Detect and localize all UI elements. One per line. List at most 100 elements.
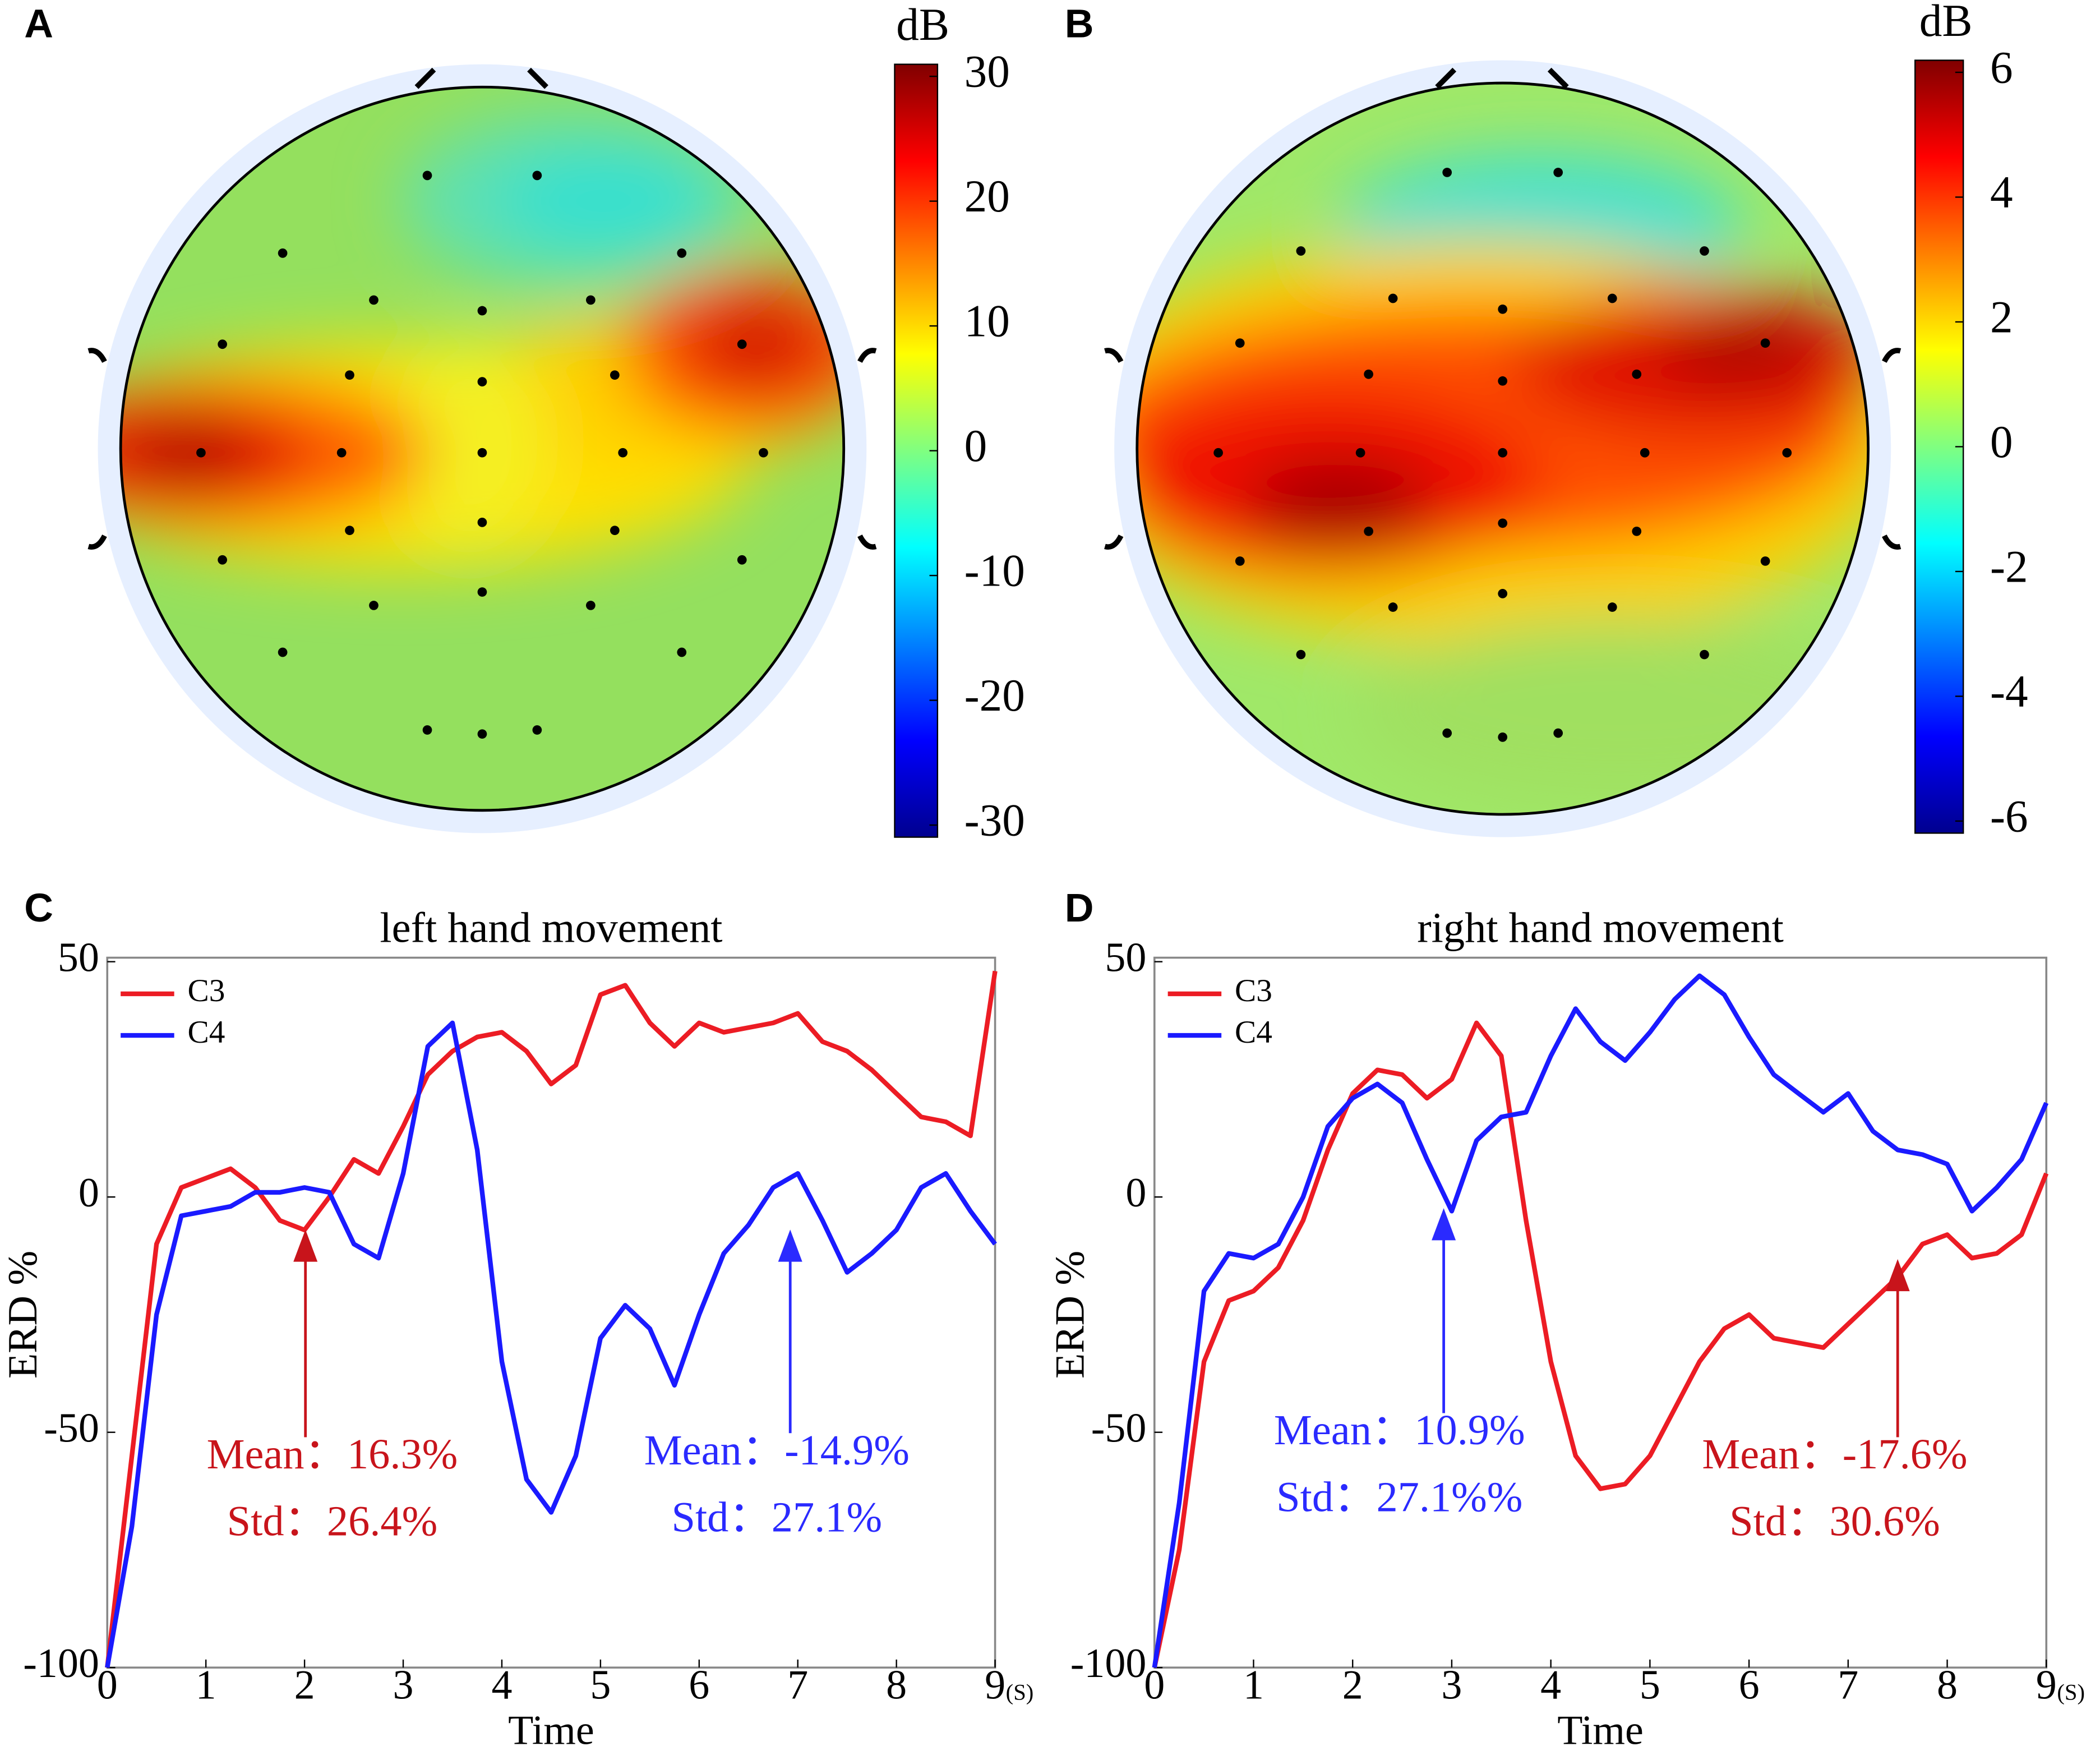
x-tick-label: 8 [886, 1662, 907, 1708]
electrode [1782, 448, 1792, 458]
colorbar-tick-label: -30 [964, 795, 1025, 846]
nose [414, 67, 548, 89]
head-outline [1136, 81, 1870, 816]
legend-label: C3 [188, 973, 225, 1008]
electrode [477, 518, 487, 527]
y-tick-label: 50 [1105, 935, 1146, 981]
electrode [1498, 376, 1508, 386]
electrode [369, 601, 379, 610]
electrode [1213, 448, 1223, 458]
panel-letter: D [1065, 886, 1094, 930]
electrode [1388, 602, 1398, 612]
electrode [1498, 589, 1508, 598]
electrode [618, 448, 628, 458]
annotation-text: Std：30.6% [1729, 1498, 1940, 1545]
ear [87, 348, 107, 550]
ear [1104, 348, 1124, 550]
colorbar-tick-label: -20 [964, 670, 1025, 721]
annotation-text: Mean：-17.6% [1702, 1430, 1967, 1478]
map-blob [134, 426, 242, 480]
ear [857, 348, 877, 550]
colorbar-tick-label: 30 [964, 47, 1010, 97]
annotation-text: Mean：16.3% [207, 1430, 458, 1478]
x-tick-label: 1 [1243, 1662, 1264, 1708]
colorbar-label: dB [1919, 0, 1973, 46]
panel-letter: B [1065, 2, 1094, 47]
x-tick-label: 2 [294, 1662, 315, 1708]
electrode [477, 306, 487, 316]
panel-letter: C [24, 886, 53, 930]
x-tick-label: 6 [1739, 1662, 1760, 1708]
series-line [1152, 973, 2049, 1668]
colorbar-tick-label: -4 [1990, 666, 2028, 717]
colorbar-tick-label: -10 [964, 546, 1025, 596]
electrode [677, 647, 687, 657]
y-tick-label: -100 [23, 1641, 99, 1687]
legend-label: C4 [188, 1015, 225, 1050]
electrode [1760, 556, 1770, 566]
head-outline [119, 85, 846, 812]
electrode [1700, 649, 1709, 660]
electrode [477, 729, 487, 739]
map-blob [1660, 321, 1822, 381]
colorbar-tick-label: 4 [1990, 167, 2013, 218]
y-tick-label: -100 [1070, 1641, 1147, 1687]
colorbar-tick-label: 6 [1990, 43, 2013, 93]
annotation-text: Std：26.4% [227, 1498, 438, 1545]
x-tick-label: 7 [1838, 1662, 1858, 1708]
map-blob [1245, 459, 1433, 545]
electrode [610, 526, 620, 536]
electrode [1235, 556, 1245, 566]
series-line [105, 1020, 997, 1668]
annotation-text: Mean：-14.9% [644, 1426, 910, 1474]
x-tick-label: 1 [196, 1662, 216, 1708]
electrode [1553, 728, 1563, 738]
electrode [532, 725, 542, 735]
annotation-arrowhead [778, 1229, 802, 1262]
chart-title: left hand movement [380, 904, 722, 952]
x-tick-label: 3 [393, 1662, 414, 1708]
electrode [477, 377, 487, 386]
electrode [1760, 338, 1770, 348]
electrode [345, 526, 354, 536]
y-axis-label: ERD % [0, 1251, 46, 1379]
colorbar-tick-label: 0 [964, 421, 987, 471]
electrode [278, 647, 288, 657]
y-tick-label: -50 [44, 1406, 99, 1452]
y-tick-label: 50 [58, 935, 99, 981]
series-line [1152, 1020, 2049, 1669]
electrode [1296, 246, 1306, 256]
x-tick-label: 9 [2036, 1662, 2057, 1708]
colorbar-tick-label: 20 [964, 171, 1010, 222]
annotation-arrowhead [1885, 1259, 1910, 1292]
x-tick-label: 8 [1937, 1662, 1958, 1708]
electrode [1498, 304, 1508, 314]
colorbar-tick-label: -2 [1990, 542, 2028, 592]
electrode [345, 370, 354, 380]
x-unit: (S) [2057, 1679, 2085, 1704]
x-tick-label: 0 [97, 1662, 118, 1708]
colorbar-tick-label: 0 [1990, 417, 2013, 467]
electrode [1640, 448, 1650, 458]
electrode [532, 171, 542, 181]
x-tick-label: 9 [985, 1662, 1005, 1708]
map-blobs [1137, 154, 1868, 804]
series-line [105, 970, 998, 1668]
electrode [586, 295, 596, 305]
electrode [336, 448, 347, 458]
map-blob [1353, 616, 1868, 804]
x-tick-label: 4 [1540, 1662, 1561, 1708]
electrode [477, 448, 487, 458]
chart-title: right hand movement [1417, 904, 1784, 952]
colorbar-tick-label: 2 [1990, 292, 2013, 343]
electrode [477, 587, 487, 597]
electrode [1632, 526, 1642, 536]
electrode [677, 248, 687, 258]
electrode [610, 370, 620, 380]
y-tick-label: 0 [1125, 1170, 1146, 1216]
annotation-arrowhead [293, 1229, 318, 1262]
annotation-arrowhead [1432, 1208, 1456, 1241]
electrode [737, 339, 747, 349]
plot-frame [1153, 956, 2048, 1669]
